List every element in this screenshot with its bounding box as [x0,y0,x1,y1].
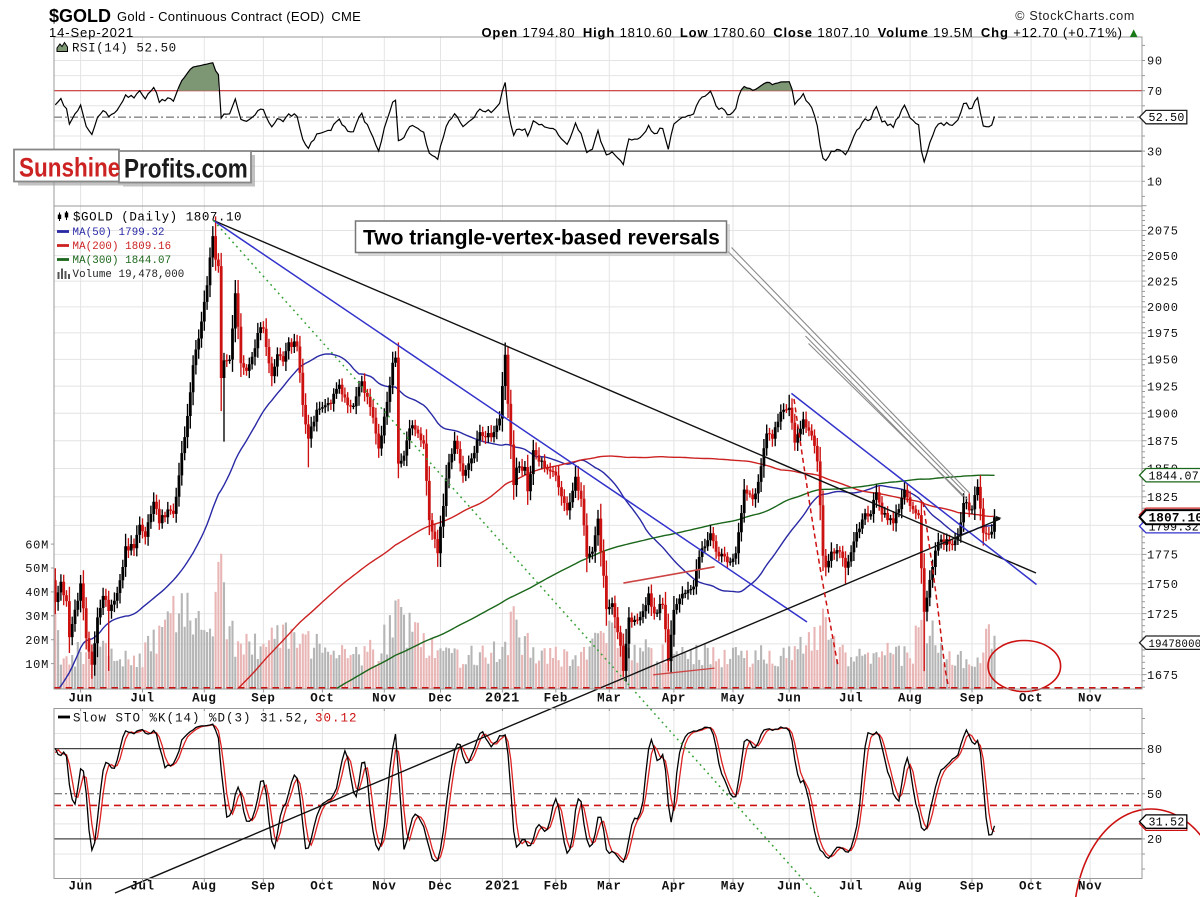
svg-text:1900: 1900 [1147,407,1179,421]
svg-text:Oct: Oct [1019,880,1043,894]
svg-text:1844.07: 1844.07 [1149,470,1199,483]
svg-text:30M: 30M [25,610,49,624]
svg-text:19478000: 19478000 [1149,639,1200,651]
svg-text:1950: 1950 [1147,354,1179,368]
svg-text:MA(200) 1809.16: MA(200) 1809.16 [73,241,172,253]
svg-text:Mar: Mar [597,880,621,894]
svg-text:1925: 1925 [1147,380,1179,394]
svg-text:Nov: Nov [372,880,396,894]
svg-text:Oct: Oct [310,880,334,894]
svg-text:Nov: Nov [1078,880,1102,894]
svg-text:MA(300) 1844.07: MA(300) 1844.07 [73,255,172,267]
svg-text:2021: 2021 [485,880,520,895]
svg-text:2075: 2075 [1147,225,1179,239]
svg-text:20M: 20M [25,634,49,648]
svg-text:50M: 50M [25,562,49,576]
svg-text:Sep: Sep [251,692,275,706]
svg-text:Oct: Oct [1019,692,1043,706]
svg-text:Aug: Aug [192,692,216,706]
svg-text:1875: 1875 [1147,435,1179,449]
svg-text:MA(50) 1799.32: MA(50) 1799.32 [73,227,165,239]
svg-text:Jul: Jul [839,692,863,706]
svg-text:50: 50 [1147,788,1163,802]
svg-text:Nov: Nov [1078,692,1102,706]
svg-text:Feb: Feb [544,692,568,706]
svg-text:Two triangle-vertex-based reve: Two triangle-vertex-based reversals [363,227,720,250]
svg-text:Open 1794.80 High 1810.60 Low: Open 1794.80 High 1810.60 Low 1780.60 Cl… [481,25,1141,40]
svg-text:1750: 1750 [1147,578,1179,592]
svg-text:Mar: Mar [597,692,621,706]
svg-text:70: 70 [1147,85,1163,99]
svg-text:$GOLD (Daily) 1807.10: $GOLD (Daily) 1807.10 [73,211,242,225]
svg-text:40M: 40M [25,586,49,600]
svg-text:1975: 1975 [1147,327,1179,341]
svg-text:Sunshine: Sunshine [19,154,120,183]
svg-text:31.52: 31.52 [1149,817,1185,830]
svg-text:14-Sep-2021: 14-Sep-2021 [49,25,134,40]
svg-text:30: 30 [1147,145,1163,159]
svg-text:60M: 60M [25,538,49,552]
svg-text:1675: 1675 [1147,669,1179,683]
svg-text:Sep: Sep [960,880,984,894]
svg-text:2021: 2021 [485,692,520,707]
svg-text:30.12: 30.12 [315,712,358,726]
svg-text:Nov: Nov [372,692,396,706]
svg-text:10M: 10M [25,658,49,672]
svg-text:Dec: Dec [428,880,452,894]
svg-text:Jul: Jul [130,692,154,706]
svg-text:Feb: Feb [544,880,568,894]
svg-text:Jun: Jun [777,692,801,706]
svg-text:Jun: Jun [68,880,92,894]
svg-text:1725: 1725 [1147,608,1179,622]
svg-text:May: May [721,692,745,706]
svg-text:Aug: Aug [898,880,922,894]
svg-text:Jun: Jun [777,880,801,894]
svg-text:Profits.com: Profits.com [124,155,248,184]
svg-text:20: 20 [1147,833,1163,847]
svg-text:Apr: Apr [662,692,686,706]
svg-text:10: 10 [1147,176,1163,190]
svg-text:90: 90 [1147,55,1163,69]
svg-text:Sep: Sep [960,692,984,706]
svg-text:1775: 1775 [1147,549,1179,563]
svg-text:Jul: Jul [839,880,863,894]
svg-text:$GOLD: $GOLD [49,6,111,26]
svg-text:1807.10: 1807.10 [1149,511,1200,525]
svg-text:Gold - Continuous Contract (EO: Gold - Continuous Contract (EOD) CME [117,9,361,24]
svg-text:© StockCharts.com: © StockCharts.com [1015,9,1135,23]
svg-text:Slow STO %K(14) %D(3) 31.52,: Slow STO %K(14) %D(3) 31.52, [73,712,311,726]
svg-text:Dec: Dec [428,692,452,706]
svg-text:Sep: Sep [251,880,275,894]
svg-text:Aug: Aug [898,692,922,706]
svg-text:2050: 2050 [1147,250,1179,264]
svg-text:RSI(14) 52.50: RSI(14) 52.50 [72,42,177,56]
svg-text:80: 80 [1147,743,1163,757]
svg-text:Oct: Oct [310,692,334,706]
svg-text:Jul: Jul [130,880,154,894]
svg-text:May: May [721,880,745,894]
svg-text:Apr: Apr [662,880,686,894]
svg-text:2025: 2025 [1147,275,1179,289]
svg-text:Jun: Jun [68,692,92,706]
svg-text:2000: 2000 [1147,301,1179,315]
svg-text:Volume 19,478,000: Volume 19,478,000 [73,269,185,281]
svg-text:52.50: 52.50 [1149,112,1185,125]
svg-text:Aug: Aug [192,880,216,894]
svg-text:1825: 1825 [1147,491,1179,505]
